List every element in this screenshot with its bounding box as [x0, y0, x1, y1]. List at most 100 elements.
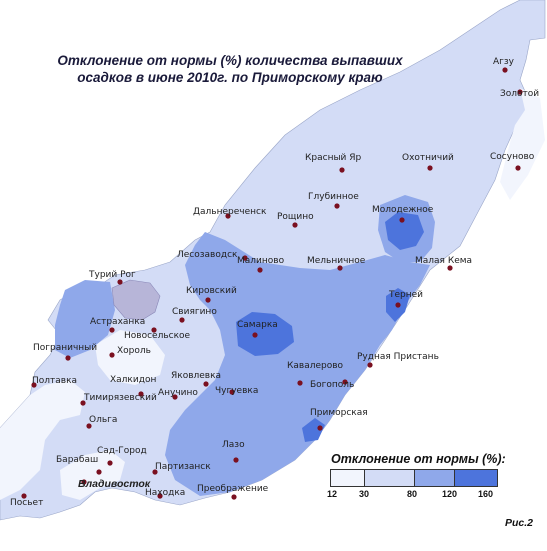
station-dot: [179, 317, 185, 323]
station-label: Приморская: [310, 408, 368, 418]
station-dot: [31, 382, 37, 388]
legend-swatch-30-80: [364, 470, 415, 486]
station-label: Кировский: [186, 286, 237, 296]
legend-tick-160: 160: [478, 489, 494, 499]
station-dot: [515, 165, 521, 171]
station-dot: [517, 89, 523, 95]
station-label: Рощино: [277, 212, 314, 222]
figure-label: Рис.2: [505, 517, 534, 529]
station-dot: [157, 493, 163, 499]
station-dot: [86, 423, 92, 429]
station-dot: [172, 394, 178, 400]
primorsky-region: [0, 0, 546, 521]
station-dot: [203, 381, 209, 387]
zone-120-160-samarka: [236, 312, 294, 356]
station-label: Пограничный: [33, 343, 98, 353]
station-label: Владивосток: [78, 478, 151, 490]
station-label: Золотой: [500, 89, 540, 99]
station-dot: [342, 379, 348, 385]
station-dot: [109, 352, 115, 358]
station-label: Малиново: [237, 256, 285, 266]
station-label: Свиягино: [172, 307, 217, 317]
station-label: Богополь: [310, 380, 355, 390]
stations-layer: [21, 67, 523, 500]
zone-80-120-west: [55, 280, 115, 358]
station-dot: [151, 327, 157, 333]
zone-80-120-central: [165, 232, 430, 496]
station-dot: [257, 267, 263, 273]
station-dot: [107, 460, 113, 466]
station-dot: [65, 355, 71, 361]
station-dot: [252, 332, 258, 338]
station-label: Партизанск: [155, 462, 211, 472]
station-label: Посьет: [10, 498, 44, 508]
station-dot: [334, 203, 340, 209]
station-dot: [399, 217, 405, 223]
station-label: Самарка: [237, 320, 278, 330]
station-label: Турий Рог: [89, 270, 136, 280]
station-dot: [117, 279, 123, 285]
station-label: Преображение: [197, 484, 269, 494]
legend-swatch-80-120: [414, 470, 456, 486]
legend-tick-80: 80: [407, 489, 418, 499]
station-label: Дальнереченск: [193, 207, 267, 217]
station-label: Терней: [389, 290, 424, 300]
station-dot: [242, 255, 248, 261]
station-dot: [229, 389, 235, 395]
station-dot: [447, 265, 453, 271]
station-label: Сосуново: [490, 152, 535, 162]
station-label: Глубинное: [308, 192, 359, 202]
station-dot: [502, 67, 508, 73]
station-dot: [80, 400, 86, 406]
station-label: Мельничное: [307, 256, 366, 266]
station-dot: [231, 494, 237, 500]
legend-swatch-12-30: [331, 470, 365, 486]
station-dot: [225, 213, 231, 219]
zone-12-30-west: [0, 380, 85, 500]
station-dot: [81, 479, 87, 485]
station-label: Чугуевка: [215, 386, 259, 396]
station-label: Лесозаводск: [177, 250, 238, 260]
station-dot: [339, 167, 345, 173]
map-title-line-2: осадков в июне 2010г. по Приморскому кра…: [77, 70, 383, 85]
station-dot: [138, 391, 144, 397]
station-dot: [297, 380, 303, 386]
station-label: Агзу: [493, 57, 514, 67]
legend-title: Отклонение от нормы (%):: [331, 452, 506, 466]
station-label: Малая Кема: [415, 256, 473, 266]
legend-tick-12: 12: [327, 489, 338, 499]
station-label: Молодежное: [372, 205, 434, 215]
station-dot: [152, 469, 158, 475]
zone-12-30-center-west: [95, 330, 165, 385]
station-dot: [292, 222, 298, 228]
station-label: Сад-Город: [97, 446, 147, 456]
station-dot: [21, 493, 27, 499]
station-label: Кавалерово: [287, 361, 344, 371]
station-dot: [109, 327, 115, 333]
station-dot: [367, 362, 373, 368]
station-label: Тимирязевский: [84, 393, 157, 403]
station-label: Анучино: [158, 388, 198, 398]
station-dot: [233, 457, 239, 463]
station-label: Хороль: [117, 346, 151, 356]
station-dot: [427, 165, 433, 171]
station-label: Астраханка: [90, 317, 146, 327]
legend-tick-30: 30: [359, 489, 370, 499]
lake-khanka: [111, 279, 161, 321]
legend-swatch-120-160: [455, 470, 497, 486]
station-label: Полтавка: [32, 376, 78, 386]
station-label: Находка: [145, 488, 186, 498]
station-label: Яковлевка: [171, 371, 222, 381]
station-label: Барабаш: [56, 455, 99, 465]
zone-120-160-molodezhnoe: [385, 212, 424, 250]
station-label: Охотничий: [402, 153, 454, 163]
station-dot: [205, 297, 211, 303]
station-label: Красный Яр: [305, 153, 362, 163]
zone-12-30-northeast: [500, 88, 545, 200]
station-label: Рудная Пристань: [357, 352, 439, 362]
station-dot: [317, 425, 323, 431]
station-label: Новосельское: [124, 331, 191, 341]
station-label: Ольга: [89, 415, 118, 425]
